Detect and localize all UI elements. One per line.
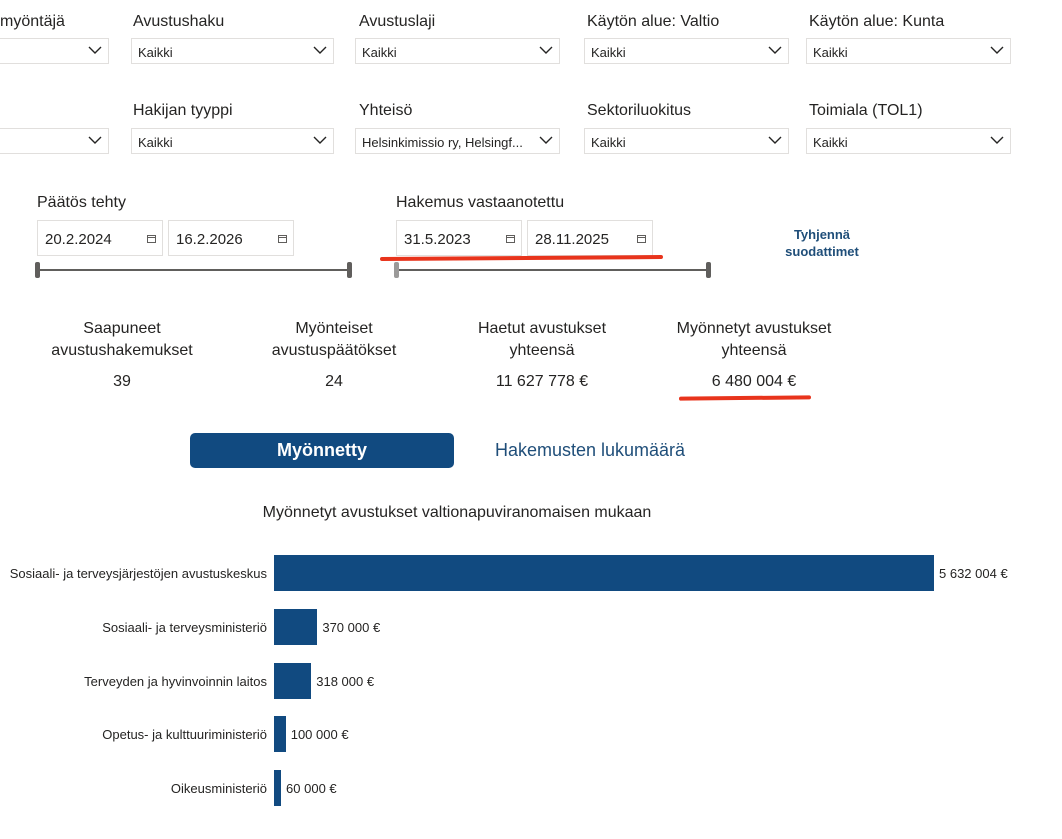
kpi-label-line: Myönteiset — [295, 320, 373, 337]
kpi-label-line: avustushakemukset — [51, 342, 193, 359]
chevron-down-icon — [313, 136, 327, 144]
filter-label-applicant-type: Hakijan tyyppi — [133, 102, 233, 119]
use-area-state-dropdown[interactable]: Kaikki — [584, 38, 789, 64]
filter-label-grant-call: Avustushaku — [133, 13, 225, 30]
chevron-down-icon — [539, 46, 553, 54]
data-label: 5 632 004 € — [939, 566, 1008, 581]
calendar-icon — [637, 235, 646, 243]
clear-filters-button[interactable]: Tyhjennä suodattimet — [762, 226, 882, 260]
calendar-icon — [147, 235, 156, 243]
decision-end-date-input[interactable]: 16.2.2026 — [168, 220, 294, 256]
bar[interactable] — [274, 608, 318, 645]
received-start-date-input[interactable]: 31.5.2023 — [396, 220, 522, 256]
kpi-value-positive-decisions: 24 — [325, 373, 343, 390]
date-value: 28.11.2025 — [535, 231, 609, 248]
partial-dropdown[interactable] — [0, 128, 109, 154]
decision-slider-handle-end[interactable] — [347, 262, 352, 278]
filter-label-sector: Sektoriluokitus — [587, 102, 692, 119]
date-value: 16.2.2026 — [176, 231, 243, 248]
received-slider-handle-start[interactable] — [394, 262, 399, 278]
chart-title: Myönnetyt avustukset valtionapuviranomai… — [262, 504, 652, 521]
category-label: Opetus- ja kulttuuriministeriö — [102, 727, 267, 743]
dropdown-value: Kaikki — [138, 135, 173, 150]
data-label: 100 000 € — [290, 727, 349, 743]
grant-giver-dropdown[interactable] — [0, 38, 109, 64]
chevron-down-icon — [313, 46, 327, 54]
decision-start-date-input[interactable]: 20.2.2024 — [37, 220, 163, 256]
chevron-down-icon — [768, 46, 782, 54]
grant-type-dropdown[interactable]: Kaikki — [355, 38, 560, 64]
toggle-granted-button[interactable]: Myönnetty — [190, 433, 454, 468]
chevron-down-icon — [990, 46, 1004, 54]
clear-filters-line1: Tyhjennä — [793, 227, 851, 242]
date-value: 20.2.2024 — [45, 231, 112, 248]
granted-by-authority-bar-chart: Sosiaali- ja terveysjärjestöjen avustusk… — [0, 540, 1062, 839]
kpi-label-granted-total: Myönnetyt avustukset yhteensä — [644, 318, 864, 362]
received-slider-track[interactable] — [396, 269, 709, 271]
dropdown-value: Kaikki — [591, 45, 626, 60]
dropdown-value: Kaikki — [591, 135, 626, 150]
chevron-down-icon — [88, 46, 102, 54]
toggle-application-count-button[interactable]: Hakemusten lukumäärä — [494, 440, 686, 460]
kpi-label-positive-decisions: Myönteiset avustuspäätökset — [234, 318, 434, 362]
calendar-icon — [278, 235, 287, 243]
dropdown-value: Kaikki — [362, 45, 397, 60]
kpi-label-line: avustuspäätökset — [271, 342, 397, 359]
filter-label-grant-type: Avustuslaji — [359, 13, 436, 30]
chevron-down-icon — [539, 136, 553, 144]
use-area-municipality-dropdown[interactable]: Kaikki — [806, 38, 1011, 64]
filter-label-industry: Toimiala (TOL1) — [809, 102, 923, 119]
filter-label-grant-giver: myöntäjä — [0, 13, 65, 30]
category-label: Terveyden ja hyvinvoinnin laitos — [84, 673, 267, 689]
dropdown-value: Helsinkimissio ry, Helsingf... — [362, 135, 523, 150]
grant-call-dropdown[interactable]: Kaikki — [131, 38, 334, 64]
clear-filters-line2: suodattimet — [785, 244, 859, 259]
kpi-value-received-applications: 39 — [113, 373, 131, 390]
red-underline-annotation — [379, 255, 664, 261]
decision-slider-handle-start[interactable] — [35, 262, 40, 278]
chevron-down-icon — [88, 136, 102, 144]
chevron-down-icon — [768, 136, 782, 144]
bar[interactable] — [274, 555, 934, 591]
bar[interactable] — [274, 770, 282, 807]
category-label: Sosiaali- ja terveysjärjestöjen avustusk… — [9, 566, 267, 581]
received-end-date-input[interactable]: 28.11.2025 — [527, 220, 653, 256]
dropdown-value: Kaikki — [813, 45, 848, 60]
decision-date-label: Päätös tehty — [37, 194, 126, 211]
data-label: 370 000 € — [322, 619, 381, 635]
date-value: 31.5.2023 — [404, 231, 471, 248]
kpi-label-line: Myönnetyt avustukset — [676, 320, 832, 337]
kpi-value-granted-total: 6 480 004 € — [711, 373, 797, 390]
calendar-icon — [506, 235, 515, 243]
chevron-down-icon — [990, 136, 1004, 144]
data-label: 60 000 € — [286, 781, 337, 797]
category-label: Oikeusministeriö — [170, 781, 267, 797]
filter-label-use-area-municipality: Käytön alue: Kunta — [809, 13, 945, 30]
received-slider-handle-end[interactable] — [706, 262, 711, 278]
kpi-label-line: yhteensä — [721, 342, 787, 359]
kpi-label-applied-total: Haetut avustukset yhteensä — [442, 318, 642, 362]
received-date-label: Hakemus vastaanotettu — [396, 194, 565, 211]
sector-dropdown[interactable]: Kaikki — [584, 128, 789, 154]
red-underline-annotation — [678, 395, 812, 401]
dropdown-value: Kaikki — [813, 135, 848, 150]
bar[interactable] — [274, 716, 286, 753]
kpi-label-line: yhteensä — [509, 342, 575, 359]
category-label: Sosiaali- ja terveysministeriö — [102, 619, 267, 635]
bar[interactable] — [274, 662, 312, 699]
kpi-value-applied-total: 11 627 778 € — [495, 373, 589, 390]
dropdown-value: Kaikki — [138, 45, 173, 60]
data-label: 318 000 € — [316, 673, 375, 689]
filter-label-use-area-state: Käytön alue: Valtio — [587, 13, 720, 30]
filter-label-organisation: Yhteisö — [359, 102, 413, 119]
industry-dropdown[interactable]: Kaikki — [806, 128, 1011, 154]
kpi-label-received-applications: Saapuneet avustushakemukset — [22, 318, 222, 362]
organisation-dropdown[interactable]: Helsinkimissio ry, Helsingf... — [355, 128, 560, 154]
decision-slider-track[interactable] — [37, 269, 350, 271]
applicant-type-dropdown[interactable]: Kaikki — [131, 128, 334, 154]
kpi-label-line: Saapuneet — [83, 320, 161, 337]
kpi-label-line: Haetut avustukset — [477, 320, 607, 337]
